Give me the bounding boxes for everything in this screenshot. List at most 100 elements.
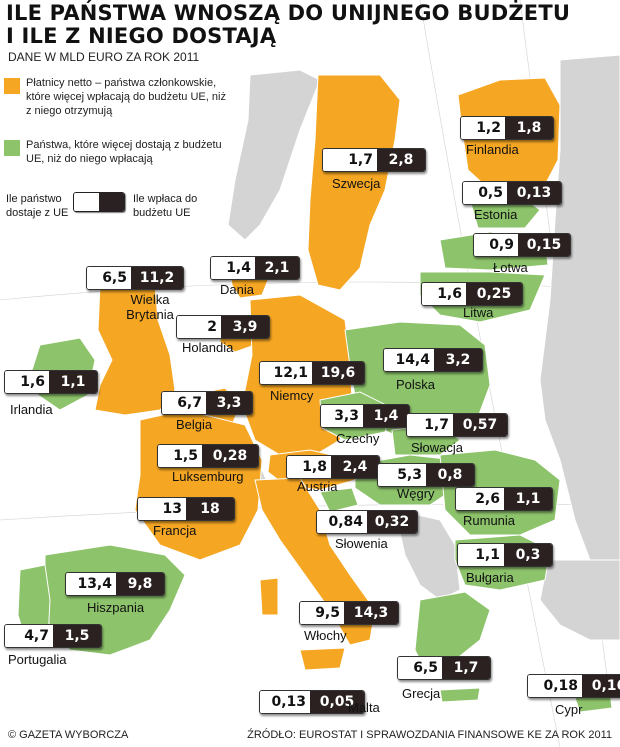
page-title: ILE PAŃSTWA WNOSZĄ DO UNIJNEGO BUDŻETU I…: [6, 2, 570, 48]
value-pill-hiszpania: 13,4 9,8: [65, 572, 165, 596]
country-name-austria: Austria: [297, 479, 338, 494]
country-name-grecja: Grecja: [402, 686, 441, 701]
country-name-slowenia: Słowenia: [335, 536, 388, 551]
country-name-bulgaria: Bułgaria: [466, 570, 514, 585]
receives-value: 6,5: [398, 657, 442, 679]
country-name-czechy: Czechy: [336, 431, 380, 446]
country-name-dania: Dania: [220, 282, 254, 297]
receives-value: 6,5: [87, 267, 131, 289]
pays-value: 2,4: [331, 456, 379, 478]
pays-value: 0,13: [507, 182, 561, 204]
key-pill-example: [73, 192, 125, 212]
pays-value: 1,4: [363, 405, 409, 427]
country-name-finlandia: Finlandia: [466, 142, 519, 157]
receives-value: 1,5: [158, 445, 202, 467]
pays-value: 14,3: [344, 602, 398, 624]
pays-value: 0,25: [466, 283, 522, 305]
key-receives-label: Ile państwo dostaje z UE: [6, 192, 70, 220]
value-pill-holandia: 2 3,9: [176, 315, 270, 339]
value-pill-bulgaria: 1,1 0,3: [457, 543, 553, 567]
receives-value: 13: [138, 498, 186, 520]
pays-value: 0,8: [426, 464, 474, 486]
country-name-portugalia: Portugalia: [8, 652, 67, 667]
country-name-wielka-brytania: Wielka Brytania: [126, 292, 174, 322]
pays-value: 0,15: [518, 234, 570, 256]
country-name-niemcy: Niemcy: [270, 388, 314, 403]
value-pill-malta: 0,13 0,05: [259, 690, 365, 714]
country-name-malta: Malta: [348, 700, 380, 715]
footer-credit: © GAZETA WYBORCZA: [8, 729, 129, 741]
pays-value: 0,16: [582, 675, 620, 697]
value-pill-austria: 1,8 2,4: [286, 455, 380, 479]
receives-value: 1,1: [458, 544, 504, 566]
pays-value: 3,2: [434, 349, 482, 371]
value-pill-estonia: 0,5 0,13: [462, 181, 562, 205]
pays-value: 1,8: [505, 117, 553, 139]
pays-value: 0,57: [453, 414, 507, 436]
receives-value: 2: [177, 316, 221, 338]
value-pill-finlandia: 1,2 1,8: [460, 116, 554, 140]
key-receives-text: Ile państwo dostaje z UE: [6, 193, 69, 219]
value-pill-lotwa: 0,9 0,15: [473, 233, 571, 257]
key-white-half: [74, 193, 99, 211]
title-line-2: I ILE Z NIEGO DOSTAJĄ: [6, 24, 277, 48]
pays-value: 3,3: [206, 392, 252, 414]
receives-value: 0,13: [260, 691, 310, 713]
receives-value: 3,3: [321, 405, 363, 427]
pays-value: 1,7: [442, 657, 490, 679]
pays-value: 1,1: [49, 371, 97, 393]
value-pill-dania: 1,4 2,1: [210, 256, 300, 280]
receives-value: 6,7: [162, 392, 206, 414]
receives-value: 1,8: [287, 456, 331, 478]
key-pays-label: Ile wpłaca do budżetu UE: [133, 192, 223, 220]
value-pill-irlandia: 1,6 1,1: [4, 370, 98, 394]
footer-source: ŹRÓDŁO: EUROSTAT I SPRAWOZDANIA FINANSOW…: [247, 729, 612, 741]
country-name-hiszpania: Hiszpania: [87, 600, 145, 615]
receives-value: 4,7: [5, 625, 53, 647]
receives-value: 1,7: [407, 414, 453, 436]
pays-value: 0,32: [367, 511, 417, 533]
receives-value: 1,2: [461, 117, 505, 139]
legend-net-receivers-text: Państwa, które więcej dostają z budżetu …: [26, 139, 222, 165]
receives-value: 0,5: [463, 182, 507, 204]
receives-value: 0,18: [528, 675, 582, 697]
value-pill-portugalia: 4,7 1,5: [4, 624, 102, 648]
value-pill-wielka-brytania: 6,5 11,2: [86, 266, 184, 290]
receives-value: 5,3: [378, 464, 426, 486]
value-pill-niemcy: 12,1 19,6: [259, 361, 365, 385]
net-receiver-swatch: [4, 140, 20, 156]
receives-value: 1,6: [422, 283, 466, 305]
country-name-estonia: Estonia: [474, 207, 518, 222]
value-pill-wlochy: 9,5 14,3: [299, 601, 399, 625]
pays-value: 9,8: [116, 573, 164, 595]
country-name-polska: Polska: [396, 377, 436, 392]
pays-value: 2,8: [377, 149, 425, 171]
receives-value: 0,9: [474, 234, 518, 256]
value-pill-szwecja: 1,7 2,8: [322, 148, 426, 172]
value-pill-francja: 13 18: [137, 497, 235, 521]
receives-value: 2,6: [456, 488, 504, 510]
pays-value: 18: [186, 498, 234, 520]
receives-value: 1,6: [5, 371, 49, 393]
pays-value: 11,2: [131, 267, 183, 289]
country-name-rumunia: Rumunia: [463, 513, 516, 528]
country-name-francja: Francja: [153, 523, 197, 538]
value-pill-polska: 14,4 3,2: [383, 348, 483, 372]
key-pays-text: Ile wpłaca do budżetu UE: [133, 193, 198, 219]
key-dark-half: [99, 193, 124, 211]
value-pill-litwa: 1,6 0,25: [421, 282, 523, 306]
receives-value: 1,4: [211, 257, 255, 279]
country-name-holandia: Holandia: [182, 340, 234, 355]
receives-value: 0,84: [317, 511, 367, 533]
value-pill-luksemburg: 1,5 0,28: [157, 444, 259, 468]
value-pill-wegry: 5,3 0,8: [377, 463, 475, 487]
legend-net-receivers: Państwa, które więcej dostają z budżetu …: [4, 138, 234, 166]
value-pill-belgia: 6,7 3,3: [161, 391, 253, 415]
pays-value: 0,28: [202, 445, 258, 467]
receives-value: 12,1: [260, 362, 312, 384]
country-name-lotwa: Łotwa: [493, 260, 528, 275]
pays-value: 1,5: [53, 625, 101, 647]
value-pill-czechy: 3,3 1,4: [320, 404, 410, 428]
net-payer-swatch: [4, 78, 20, 94]
value-pill-cypr: 0,180,16: [527, 674, 620, 698]
